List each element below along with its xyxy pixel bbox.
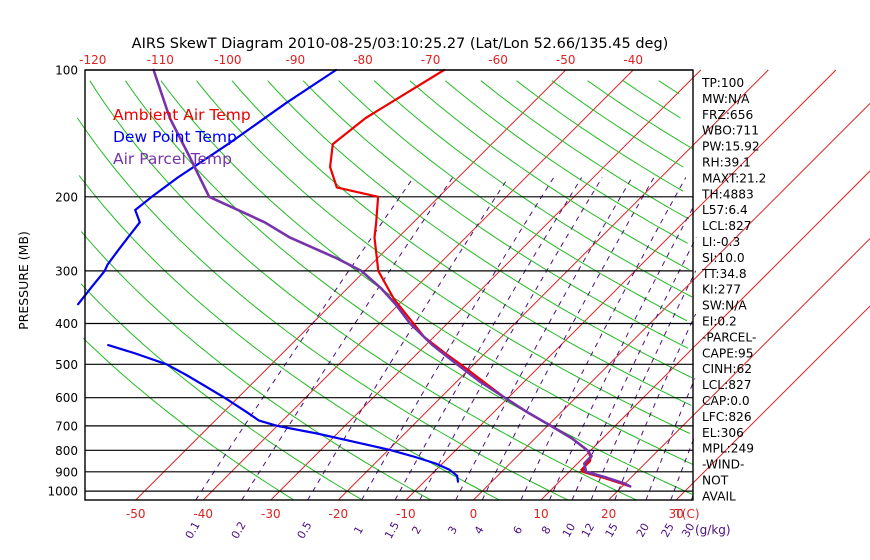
index-li--0.3: LI:-0.3 [702, 235, 740, 249]
bottom-temp-tick-label: -20 [328, 507, 348, 521]
bottom-temperature-axis-labels: -50 -40 -30 -20 -10 0 10 20 30T(C) [126, 507, 700, 521]
top-temp-tick-label: -60 [488, 53, 508, 67]
x-axis-label-temp: T(C) [673, 507, 699, 521]
pressure-tick-label: 900 [55, 465, 78, 479]
top-temp-tick-label: -80 [353, 53, 373, 67]
mixing-ratio-tick-label: 20 [634, 521, 652, 540]
index-tp-100: TP:100 [701, 76, 744, 90]
legend: Ambient Air Temp Dew Point Temp Air Parcel… [113, 106, 251, 168]
bottom-temp-tick-label: -40 [193, 507, 213, 521]
mixing-ratio-tick-label: 15 [603, 521, 621, 540]
pressure-tick-label: 800 [55, 444, 78, 458]
pressure-tick-label: 300 [55, 264, 78, 278]
top-temp-tick-label: -50 [556, 53, 576, 67]
index-cinh-62: CINH:62 [702, 362, 752, 376]
top-temperature-axis-labels: -120 -110 -100 -90 -80 -70 -60 -50 -40 [79, 53, 643, 67]
index-mw-n-a: MW:N/A [702, 92, 750, 106]
mixing-ratio-tick-label: 25 [659, 521, 677, 540]
x-axis-label-mixing: (g/kg) [695, 523, 731, 537]
index-not: NOT [702, 474, 729, 488]
index-lfc-826: LFC:826 [702, 410, 752, 424]
pressure-tick-label: 500 [55, 358, 78, 372]
sounding-curves [76, 68, 632, 488]
index-mpl-249: MPL:249 [702, 442, 754, 456]
pressure-tick-label: 400 [55, 317, 78, 331]
index-pw-15.92: PW:15.92 [702, 140, 760, 154]
index-lcl-827: LCL:827 [702, 219, 751, 233]
bottom-temp-tick-label: -30 [261, 507, 281, 521]
mixing-ratio-tick-label: 12 [579, 521, 597, 540]
index--wind-: -WIND- [702, 458, 744, 472]
top-temp-tick-label: -100 [214, 53, 241, 67]
top-temp-tick-label: -120 [79, 53, 106, 67]
top-temp-tick-label: -90 [286, 53, 306, 67]
index-lcl-827: LCL:827 [702, 378, 751, 392]
pressure-tick-label: 600 [55, 391, 78, 405]
bottom-temp-tick-label: -50 [126, 507, 146, 521]
index-rh-39.1: RH:39.1 [702, 156, 751, 170]
pressure-tick-label: 700 [55, 419, 78, 433]
index-ei-0.2: EI:0.2 [702, 315, 737, 329]
top-temp-tick-label: -70 [421, 53, 441, 67]
index--parcel-: -PARCEL- [702, 330, 756, 344]
mixing-ratio-tick-label: 30 [679, 521, 697, 540]
pressure-axis-labels: 100 200 300 400 500 600 700 800 900 1000 [47, 64, 78, 499]
mixing-ratio-tick-label: 10 [560, 521, 578, 540]
index-l57-6.4: L57:6.4 [702, 203, 748, 217]
pressure-tick-label: 100 [55, 64, 78, 78]
mixing-ratio-axis-labels: 0.1 0.2 0.5 1 1.5 2 3 4 6 8 10 12 15 20 25 30(g/kg) [183, 519, 731, 541]
index-frz-656: FRZ:656 [702, 108, 753, 122]
index-sw-n-a: SW:N/A [702, 299, 747, 313]
index-th-4883: TH:4883 [701, 187, 754, 201]
pressure-tick-label: 1000 [47, 485, 78, 499]
index-cap-0.0: CAP:0.0 [702, 394, 750, 408]
y-axis-label: PRESSURE (MB) [16, 231, 31, 330]
isotherm-grid [135, 69, 870, 501]
index-si-10.0: SI:10.0 [702, 251, 745, 265]
legend-item-2: Dew Point Temp [113, 128, 237, 146]
index-ki-277: KI:277 [702, 283, 741, 297]
index-wbo-711: WBO:711 [702, 124, 759, 138]
index-el-306: EL:306 [702, 426, 744, 440]
bottom-temp-tick-label: -10 [396, 507, 416, 521]
pressure-tick-label: 200 [55, 190, 78, 204]
bottom-temp-tick-label: 30 [668, 507, 683, 521]
bottom-temp-tick-label: 10 [533, 507, 548, 521]
index-tt-34.8: TT:34.8 [701, 267, 747, 281]
mixing-ratio-grid [195, 177, 697, 501]
legend-item-3: Air Parcel Temp [113, 150, 232, 168]
bottom-temp-tick-label: 0 [470, 507, 478, 521]
index-avail: AVAIL [702, 489, 736, 503]
plot-frame [84, 69, 694, 501]
legend-item-1: Ambient Air Temp [113, 106, 251, 124]
top-temp-tick-label: -40 [623, 53, 643, 67]
index-cape-95: CAPE:95 [702, 346, 754, 360]
top-temp-tick-label: -110 [147, 53, 174, 67]
page-title: AIRS SkewT Diagram 2010-08-25/03:10:25.2… [132, 36, 669, 52]
indices-panel: TP:100 MW:N/A FRZ:656 WBO:711 PW:15.92 RH:39.… [701, 76, 766, 503]
index-maxt-21.2: MAXT:21.2 [702, 171, 766, 185]
bottom-temp-tick-label: 20 [601, 507, 616, 521]
